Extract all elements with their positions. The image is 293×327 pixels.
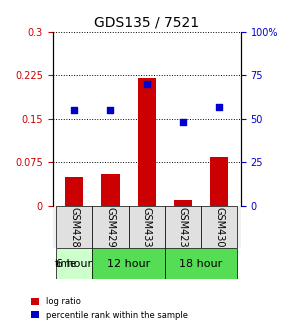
FancyBboxPatch shape: [92, 206, 129, 248]
FancyBboxPatch shape: [201, 206, 237, 248]
Legend: log ratio, percentile rank within the sample: log ratio, percentile rank within the sa…: [28, 294, 191, 323]
Point: [72, 108, 77, 113]
Text: 18 hour: 18 hour: [179, 259, 223, 268]
Text: 6 hour: 6 hour: [56, 259, 92, 268]
Text: GSM430: GSM430: [214, 207, 224, 247]
FancyBboxPatch shape: [56, 206, 92, 248]
FancyBboxPatch shape: [129, 206, 165, 248]
FancyBboxPatch shape: [165, 248, 237, 279]
Text: time: time: [54, 259, 76, 268]
Text: GSM423: GSM423: [178, 207, 188, 247]
FancyBboxPatch shape: [92, 248, 165, 279]
Point: [180, 120, 185, 125]
FancyBboxPatch shape: [165, 206, 201, 248]
Text: GSM428: GSM428: [69, 207, 79, 247]
Text: GSM433: GSM433: [142, 207, 152, 247]
Text: GSM429: GSM429: [105, 207, 115, 247]
Bar: [65, 177, 83, 206]
Bar: [101, 174, 120, 206]
Bar: [210, 157, 228, 206]
Point: [217, 104, 222, 109]
Bar: [138, 78, 156, 206]
FancyBboxPatch shape: [56, 248, 92, 279]
Point: [108, 108, 113, 113]
Point: [144, 81, 149, 87]
Text: 12 hour: 12 hour: [107, 259, 150, 268]
Title: GDS135 / 7521: GDS135 / 7521: [94, 15, 199, 29]
Bar: [174, 200, 192, 206]
